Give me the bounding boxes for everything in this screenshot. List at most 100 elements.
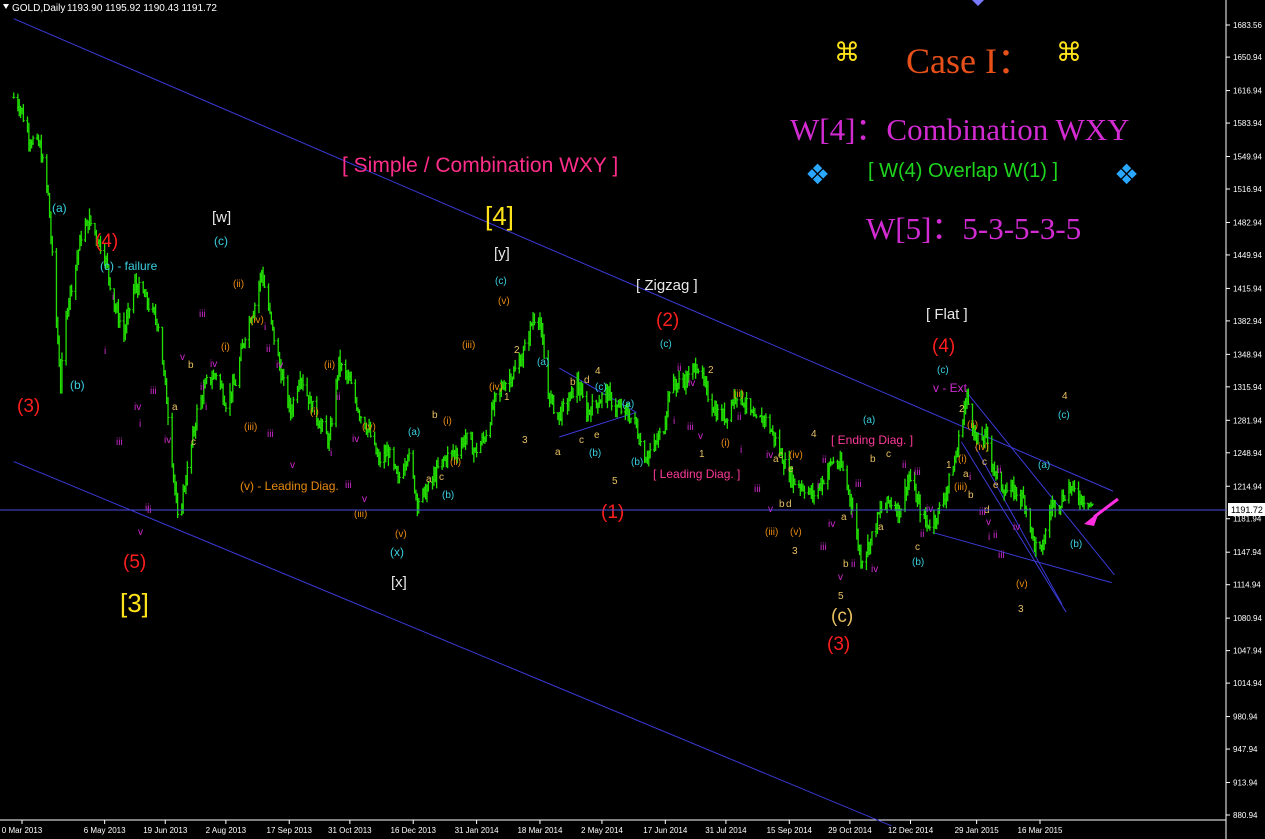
wave-label: (2) [656, 310, 679, 331]
y-tick-label: 1415.94 [1233, 284, 1262, 293]
minor-wave-label: (iii) [765, 527, 778, 538]
minor-wave-label: ii [920, 529, 924, 540]
y-tick-label: 1382.94 [1233, 317, 1262, 326]
wave-label: [ Ending Diag. ] [831, 433, 913, 447]
minor-wave-label: iii [855, 479, 862, 490]
wave-label: (x) [390, 545, 404, 559]
wave-label: (a) [52, 201, 67, 215]
trend-line-triangle-bottom [559, 411, 637, 438]
minor-wave-label: c [439, 472, 444, 483]
minor-wave-label: iii [345, 480, 352, 491]
minor-wave-label: 5 [612, 476, 618, 487]
minor-wave-label: c [915, 542, 920, 553]
minor-wave-label: iv [134, 402, 141, 413]
simple-combination-label: [ Simple / Combination WXY ] [342, 154, 619, 177]
wave-label: (3) [827, 634, 850, 655]
minor-wave-label: (i) [310, 407, 319, 418]
minor-wave-label: (v) [395, 529, 407, 540]
y-tick-label: 1147.94 [1233, 548, 1262, 557]
minor-wave-label: 4 [811, 429, 817, 440]
minor-wave-label: i [139, 419, 141, 430]
minor-wave-label: (a) [622, 399, 634, 410]
trend-line-diag-2 [974, 446, 1063, 605]
minor-wave-label: (c) [660, 339, 672, 350]
minor-wave-label: iii [998, 550, 1005, 561]
x-tick-label: 2 May 2014 [581, 826, 623, 835]
minor-wave-label: iv [828, 519, 835, 530]
x-tick-label: 12 Dec 2014 [888, 826, 934, 835]
minor-wave-label: b [968, 490, 974, 501]
y-tick-label: 1080.94 [1233, 614, 1262, 623]
wave-label: (c) [831, 606, 853, 627]
x-tick-label: 0 Mar 2013 [2, 826, 43, 835]
time-axis-group: 0 Mar 2013 6 May 2013 19 Jun 2013 2 Aug 201… [0, 819, 1226, 835]
case-symbol-left: ⌘ [834, 38, 860, 68]
minor-wave-label: c [778, 450, 783, 461]
overlap-line: [ W(4) Overlap W(1) ] [868, 160, 1059, 182]
wave-label: (1) [601, 502, 624, 523]
minor-wave-label: i [988, 532, 990, 543]
minor-wave-label: 2 [514, 345, 520, 356]
minor-wave-label: iv [210, 359, 217, 370]
minor-wave-label: (c) [495, 276, 507, 287]
x-tick-label: 31 Jan 2014 [455, 826, 500, 835]
header-symbol: GOLD,Daily [12, 3, 65, 14]
minor-wave-label: b [570, 377, 576, 388]
current-price-tag: 1191.72 [1231, 505, 1263, 515]
minor-wave-label: ii [851, 559, 855, 570]
minor-wave-label: ii [737, 412, 741, 423]
minor-wave-label: iv [1013, 522, 1020, 533]
minor-wave-label: e [788, 464, 794, 475]
minor-wave-label: 4 [1062, 391, 1068, 402]
minor-wave-label: (ii) [233, 279, 244, 290]
minor-wave-label: a [963, 469, 969, 480]
wave-label: (c) - failure [100, 259, 158, 273]
wave-label: (4) [95, 231, 118, 252]
minor-wave-label: iii [267, 429, 274, 440]
minor-wave-label: (v) [498, 296, 510, 307]
x-tick-label: 16 Dec 2013 [391, 826, 437, 835]
y-tick-label: 1482.94 [1233, 218, 1262, 227]
minor-wave-label: (i) [221, 342, 230, 353]
minor-wave-label: (b) [1070, 539, 1082, 550]
wave-label: [3] [120, 588, 149, 618]
y-tick-label: 1281.94 [1233, 416, 1262, 425]
x-tick-label: 29 Jan 2015 [955, 826, 1000, 835]
minor-wave-label: d [584, 375, 590, 386]
minor-wave-label: a [426, 474, 432, 485]
minor-wave-label: ii [902, 460, 906, 471]
case-title: Case I： [906, 41, 1033, 81]
case-symbol-right: ⌘ [1056, 38, 1082, 68]
minor-wave-label: i [330, 448, 332, 459]
price-axis-group: 1683.56 1650.94 1616.94 1583.94 1549.94 1516.… [1225, 0, 1262, 839]
header-ohlc: 1193.90 1195.92 1190.43 1191.72 [67, 3, 217, 14]
y-tick-label: 1516.94 [1233, 185, 1262, 194]
w5-structure-line: W[5]：5-3-5-3-5 [866, 211, 1082, 246]
wave-label: (v) - Leading Diag. [240, 479, 339, 493]
price-candles [12, 92, 1094, 571]
minor-wave-label: (b) [442, 490, 454, 501]
minor-wave-label: iv [164, 435, 171, 446]
y-tick-label: 1583.94 [1233, 119, 1262, 128]
minor-wave-label: 2 [708, 365, 714, 376]
minor-wave-label: 3 [792, 546, 798, 557]
x-tick-label: 18 Mar 2014 [517, 826, 562, 835]
minor-wave-label: iv [276, 360, 283, 371]
minor-wave-label: v [838, 572, 843, 583]
minor-wave-label: i [264, 322, 266, 333]
minor-wave-label: (iii) [462, 340, 475, 351]
minor-wave-label: iii [914, 467, 921, 478]
minor-wave-label: iv [688, 378, 695, 389]
y-tick-label: 1047.94 [1233, 647, 1262, 656]
minor-wave-label: (c) [595, 382, 607, 393]
minor-wave-label: (ii) [324, 360, 335, 371]
minor-wave-label: iii [754, 484, 761, 495]
minor-wave-label: ii [266, 344, 270, 355]
trend-lines [13, 18, 1115, 827]
minor-wave-label: iii [979, 507, 986, 518]
minor-wave-label: c [191, 437, 196, 448]
wave-label: [ Zigzag ] [636, 277, 698, 294]
wave-label: (c) [214, 234, 228, 248]
